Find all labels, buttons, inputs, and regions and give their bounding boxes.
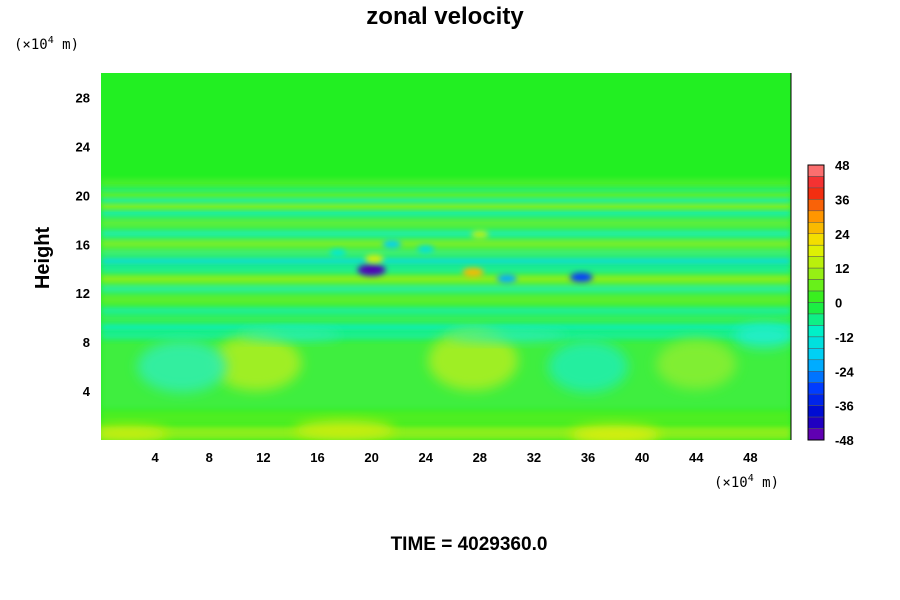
colorbar-cell-14	[807, 325, 825, 338]
colorbar-labels: 48 36 24 12 0 -12 -24 -36 -48	[835, 158, 855, 448]
colorbar-cell-20	[807, 393, 825, 406]
feature-7	[471, 230, 489, 239]
colorbar-cell-3	[807, 199, 825, 212]
y-axis-ticks: 4 8 12 16 20 24 28	[76, 90, 91, 399]
x-tick-6: 28	[473, 450, 487, 465]
colorbar-cell-21	[807, 405, 825, 418]
feature-4	[462, 267, 484, 277]
feature-6	[569, 272, 593, 283]
colorbar-cell-5	[807, 222, 825, 235]
x-tick-10: 44	[689, 450, 704, 465]
colorbar	[807, 164, 825, 441]
feature-3	[417, 245, 435, 253]
colorbar-label-5: -12	[835, 330, 854, 345]
x-tick-11: 48	[743, 450, 757, 465]
x-tick-1: 8	[206, 450, 213, 465]
y-tick-5: 24	[76, 139, 91, 154]
colorbar-label-7: -36	[835, 399, 854, 414]
x-axis-unit: (×104 m)	[714, 473, 779, 491]
colorbar-cell-11	[807, 290, 825, 303]
colorbar-label-1: 36	[835, 192, 849, 207]
colorbar-cell-1	[807, 176, 825, 189]
y-tick-4: 20	[76, 188, 90, 203]
colorbar-label-0: 48	[835, 158, 849, 173]
x-tick-4: 20	[364, 450, 378, 465]
colorbar-cell-13	[807, 313, 825, 326]
colorbar-cell-19	[807, 382, 825, 395]
colorbar-cell-15	[807, 336, 825, 349]
x-tick-2: 12	[256, 450, 270, 465]
x-tick-7: 32	[527, 450, 541, 465]
colorbar-cell-17	[807, 359, 825, 372]
y-tick-0: 4	[83, 384, 91, 399]
feature-0	[357, 264, 386, 276]
colorbar-cell-2	[807, 187, 825, 200]
x-tick-0: 4	[152, 450, 160, 465]
velocity-features	[329, 230, 593, 283]
colorbar-cell-18	[807, 371, 825, 383]
colorbar-label-3: 12	[835, 261, 849, 276]
colorbar-cell-8	[807, 256, 825, 269]
colorbar-cell-4	[807, 210, 825, 223]
x-tick-3: 16	[310, 450, 324, 465]
y-tick-1: 8	[83, 335, 90, 350]
y-axis-unit: (×104 m)	[14, 35, 79, 53]
colorbar-cell-9	[807, 267, 825, 280]
colorbar-cell-10	[807, 279, 825, 292]
colorbar-cell-12	[807, 302, 825, 315]
x-tick-9: 40	[635, 450, 649, 465]
x-tick-5: 24	[418, 450, 433, 465]
velocity-layers	[101, 179, 791, 440]
colorbar-cell-22	[807, 416, 825, 429]
colorbar-cell-23	[807, 428, 825, 441]
time-annotation: TIME = 4029360.0	[391, 534, 548, 555]
colorbar-label-6: -24	[835, 364, 855, 379]
feature-8	[329, 249, 346, 257]
x-tick-8: 36	[581, 450, 595, 465]
chart-title: zonal velocity	[366, 3, 524, 30]
colorbar-label-4: 0	[835, 296, 842, 311]
feature-5	[496, 274, 517, 283]
colorbar-label-8: -48	[835, 433, 854, 448]
colorbar-cell-0	[807, 164, 825, 177]
feature-2	[382, 240, 402, 249]
colorbar-cell-6	[807, 233, 825, 246]
y-tick-3: 16	[76, 237, 90, 252]
heatmap-field	[101, 73, 791, 440]
colorbar-label-2: 24	[835, 227, 850, 242]
y-tick-2: 12	[76, 286, 90, 301]
x-axis-ticks: 4 8 12 16 20 24 28 32 36 40 44 48	[152, 450, 758, 465]
colorbar-cell-16	[807, 348, 825, 361]
y-tick-6: 28	[76, 90, 90, 105]
y-axis-label: Height	[32, 227, 54, 290]
colorbar-cell-7	[807, 244, 825, 257]
feature-1	[365, 254, 384, 264]
